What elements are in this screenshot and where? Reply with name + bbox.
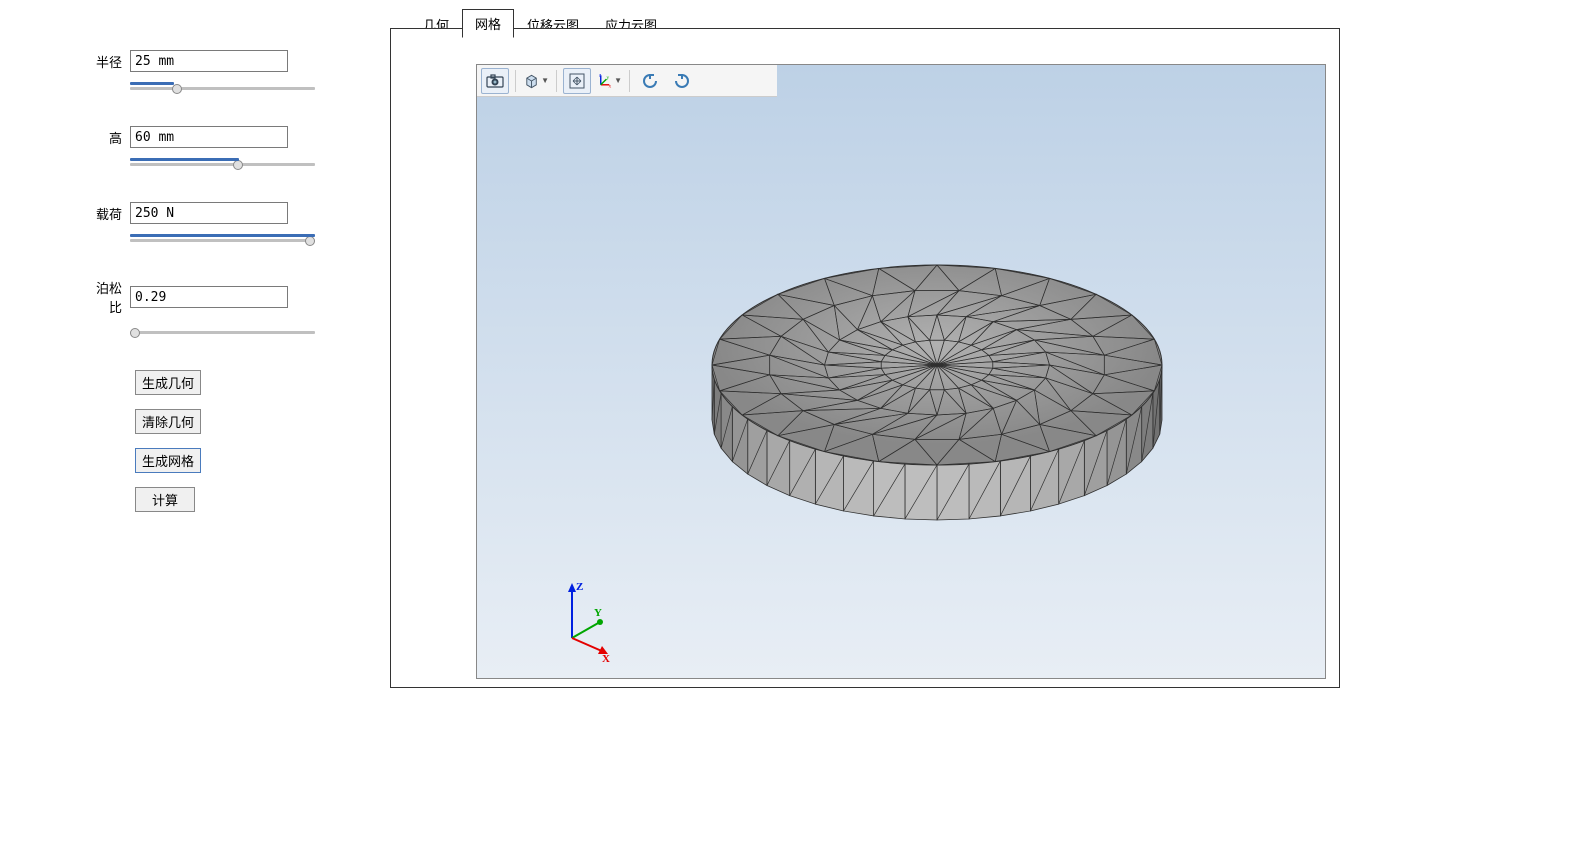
- action-buttons: 生成几何 清除几何 生成网格 计算: [135, 370, 370, 512]
- poisson-slider[interactable]: [130, 331, 315, 334]
- mesh-disc-render: [677, 225, 1197, 555]
- view-cube-icon[interactable]: ▼: [522, 68, 550, 94]
- poisson-label: 泊松比: [85, 278, 130, 316]
- chevron-down-icon: ▼: [614, 76, 622, 85]
- parameter-panel: 半径 半径 高 高 载荷 载荷 泊松比: [0, 0, 390, 852]
- rotate-cw-icon[interactable]: [668, 68, 696, 94]
- mesh-viewport[interactable]: ▼ zxy ▼: [476, 64, 1326, 679]
- rotate-ccw-icon[interactable]: [636, 68, 664, 94]
- height-input[interactable]: [130, 126, 288, 148]
- chevron-down-icon: ▼: [541, 76, 549, 85]
- load-group: 载荷 载荷: [85, 202, 370, 246]
- poisson-input[interactable]: [130, 286, 288, 308]
- toolbar-separator: [556, 70, 557, 92]
- height-group: 高 高: [85, 126, 370, 170]
- svg-text:Y: Y: [594, 607, 602, 619]
- radius-label: 半径: [85, 52, 130, 71]
- axes-icon[interactable]: zxy ▼: [595, 68, 623, 94]
- load-label: 载荷: [85, 204, 130, 223]
- axis-triad: Z Y X: [552, 578, 622, 663]
- toolbar-separator: [629, 70, 630, 92]
- generate-geometry-button[interactable]: 生成几何: [135, 370, 201, 395]
- load-slider[interactable]: [130, 239, 315, 242]
- svg-text:X: X: [602, 653, 610, 663]
- load-input[interactable]: [130, 202, 288, 224]
- radius-slider[interactable]: [130, 87, 315, 90]
- fit-view-icon[interactable]: [563, 68, 591, 94]
- toolbar-separator: [515, 70, 516, 92]
- radius-group: 半径 半径: [85, 50, 370, 94]
- viewport-toolbar: ▼ zxy ▼: [477, 65, 777, 97]
- tab-content-area: ▼ zxy ▼: [390, 28, 1340, 688]
- svg-text:y: y: [606, 75, 609, 81]
- svg-text:x: x: [608, 83, 611, 89]
- height-slider[interactable]: [130, 163, 315, 166]
- tab-mesh[interactable]: 网格: [462, 9, 514, 38]
- height-label: 高: [85, 128, 130, 147]
- radius-input[interactable]: [130, 50, 288, 72]
- clear-geometry-button[interactable]: 清除几何: [135, 409, 201, 434]
- generate-mesh-button[interactable]: 生成网格: [135, 448, 201, 473]
- compute-button[interactable]: 计算: [135, 487, 195, 512]
- poisson-group: 泊松比 泊松比: [85, 278, 370, 338]
- snapshot-icon[interactable]: [481, 68, 509, 94]
- svg-text:Z: Z: [576, 581, 583, 593]
